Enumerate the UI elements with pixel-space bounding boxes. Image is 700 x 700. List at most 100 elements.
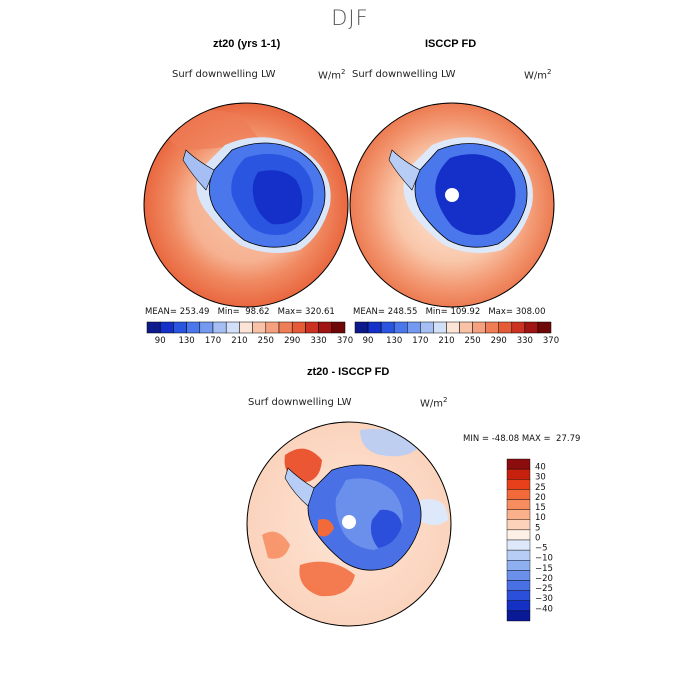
panel1-units: W/m2 (318, 68, 346, 82)
colorbar-swatch (485, 321, 499, 334)
colorbar-tick-label: 290 (284, 336, 300, 346)
panel1-stats: MEAN= 253.49 Min= 98.62 Max= 320.61 (145, 307, 335, 317)
colorbar-swatch (506, 600, 531, 612)
panel2-units: W/m2 (524, 68, 552, 82)
colorbar-swatch (380, 321, 395, 334)
colorbar-swatch (506, 458, 531, 470)
colorbar-tick-label: 290 (491, 336, 507, 346)
colorbar-swatch (459, 321, 473, 334)
colorbar-swatch (199, 321, 214, 334)
colorbar-tick-label: 170 (205, 336, 221, 346)
colorbar-tick-label: −40 (535, 604, 553, 614)
colorbar-swatch (252, 321, 267, 334)
map2-antarctica-core (435, 154, 516, 235)
colorbar-swatch (506, 570, 531, 581)
colorbar-swatch (159, 321, 174, 334)
colorbar-1: 90 130 170 210 250 290 330 370 (146, 321, 353, 346)
colorbar-tick-label: 130 (386, 336, 402, 346)
colorbar-swatch (506, 590, 531, 601)
map3-antarctica-deep (370, 509, 402, 548)
colorbar-swatch (393, 321, 408, 334)
colorbar-swatch (239, 321, 253, 334)
colorbar-swatch (506, 560, 531, 571)
colorbar-swatch (173, 321, 187, 334)
colorbar-tick-label: 90 (363, 336, 374, 346)
map2-peninsula (388, 149, 421, 191)
colorbar-swatch (506, 610, 531, 622)
colorbar-swatch (186, 321, 201, 334)
colorbar-swatch (506, 479, 531, 490)
colorbar-tick-label: −5 (535, 544, 548, 554)
panel1-title: zt20 (yrs 1-1) (213, 38, 281, 50)
colorbar-tick-label: −15 (535, 564, 553, 574)
colorbar-tick-label: 250 (464, 336, 480, 346)
map3-red-patch-w (262, 531, 290, 559)
map3-blue-patch-ne (418, 499, 448, 525)
colorbar-tick-label: 5 (535, 523, 540, 533)
colorbar-tick-label: 15 (535, 503, 546, 513)
colorbar-tick-label: −30 (535, 594, 553, 604)
colorbar-tick-label: 20 (535, 493, 546, 503)
colorbar-swatch (420, 321, 434, 334)
map3-pole-hole (342, 515, 356, 529)
colorbar-swatch (278, 321, 293, 334)
panel3-title: zt20 - ISCCP FD (307, 366, 390, 378)
colorbar-swatch (305, 321, 319, 334)
colorbar-tick-label: 25 (535, 483, 546, 493)
colorbar-swatch (472, 321, 486, 334)
colorbar-swatch (524, 321, 539, 334)
map1-antarctica-core (252, 170, 303, 225)
map3 (246, 421, 452, 627)
colorbar-swatch (367, 321, 382, 334)
colorbar-swatch (354, 321, 369, 334)
colorbar-swatch (506, 519, 531, 531)
panel3-units: W/m2 (420, 396, 448, 410)
panel1-variable: Surf downwelling LW (172, 69, 276, 80)
map1-peninsula (182, 149, 215, 191)
colorbar-tick-label: 370 (543, 336, 559, 346)
colorbar-tick-label: −20 (535, 574, 553, 584)
colorbar-tick-label: 0 (535, 533, 540, 543)
colorbar-swatch (506, 468, 531, 480)
map2 (349, 102, 555, 308)
map3-red-patch-s (299, 561, 355, 597)
page-title: DJF (331, 6, 369, 30)
colorbar-swatch (506, 489, 531, 500)
colorbar-2: 90 130 170 210 250 290 330 370 (354, 321, 559, 346)
colorbar-tick-label: 40 (535, 463, 546, 473)
panel3-variable: Surf downwelling LW (248, 397, 352, 408)
colorbar-swatch (225, 321, 240, 334)
colorbar-tick-label: 210 (438, 336, 454, 346)
colorbar-swatch (511, 321, 526, 334)
map1 (143, 102, 349, 308)
panel3-stats: MIN = -48.08 MAX = 27.79 (463, 434, 581, 444)
colorbar-swatch (291, 321, 306, 334)
colorbar-swatch (498, 321, 513, 334)
colorbar-swatch (265, 321, 280, 334)
map2-pole-hole (445, 188, 459, 202)
colorbar-tick-label: 170 (412, 336, 428, 346)
colorbar-swatch (506, 549, 531, 561)
panel2-title: ISCCP FD (425, 38, 477, 50)
colorbar-swatch (506, 539, 531, 551)
colorbar-swatch (318, 321, 333, 334)
map3-peninsula-red (318, 519, 334, 537)
colorbar-tick-label: 330 (517, 336, 533, 346)
colorbar-swatch (212, 321, 227, 334)
colorbar-tick-label: 210 (231, 336, 247, 346)
colorbar-swatch (446, 321, 460, 334)
colorbar-swatch (506, 509, 531, 520)
map3-peninsula (284, 467, 315, 507)
colorbar-tick-label: 370 (337, 336, 353, 346)
colorbar-swatch (433, 321, 447, 334)
colorbar-tick-label: 90 (155, 336, 166, 346)
panel2-stats: MEAN= 248.55 Min= 109.92 Max= 308.00 (353, 307, 546, 317)
colorbar-swatch (407, 321, 421, 334)
colorbar-tick-label: 330 (310, 336, 326, 346)
colorbar-swatch (506, 529, 531, 541)
colorbar-swatch (146, 321, 161, 334)
colorbar-tick-label: −25 (535, 584, 553, 594)
colorbar-swatch (537, 321, 552, 334)
panel2-variable: Surf downwelling LW (352, 69, 456, 80)
